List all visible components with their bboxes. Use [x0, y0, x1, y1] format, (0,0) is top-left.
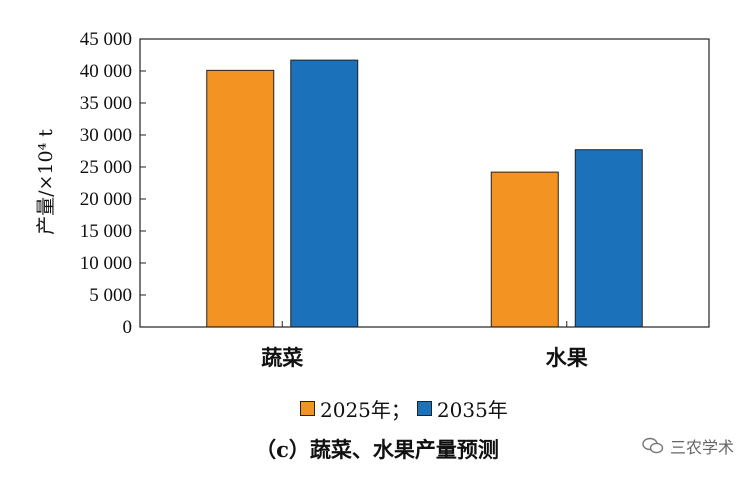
- y-tick-label: 45 000: [80, 29, 132, 50]
- plot-frame: [139, 38, 710, 328]
- y-tick-label: 10 000: [80, 253, 132, 274]
- y-tick-label: 5 000: [89, 285, 132, 306]
- legend-item-2035: 2035年: [416, 394, 508, 423]
- legend-swatch-2035: [416, 401, 432, 416]
- wechat-icon: [642, 437, 664, 454]
- y-tick-label: 40 000: [80, 61, 132, 82]
- y-tick-label: 15 000: [80, 221, 132, 242]
- y-tick-label: 35 000: [80, 93, 132, 114]
- bar-1-0: [490, 171, 559, 328]
- y-axis-title: 产量/×10⁴ t: [35, 129, 57, 235]
- legend: 2025年； 2035年: [300, 394, 508, 423]
- figure-caption: （c）蔬菜、水果产量预测: [255, 437, 499, 462]
- legend-item-2025: 2025年；: [300, 394, 417, 423]
- legend-label-2035: 2035年: [436, 398, 508, 422]
- watermark: 三农学术: [642, 434, 734, 458]
- bar-0-1: [290, 59, 359, 328]
- legend-label-2025: 2025年；: [320, 398, 411, 422]
- y-axis-ticks: 0 5 000 10 000 15 000 20 000 25 000 30 000 35 0…: [80, 29, 146, 338]
- x-category-label: 蔬菜: [261, 345, 303, 370]
- y-tick-label: 20 000: [80, 189, 132, 210]
- bar-chart: 产量/×10⁴ t 0 5 000 10 000 15 000 20 000 25 000…: [35, 29, 710, 370]
- bars: [206, 59, 643, 328]
- x-axis-categories: 蔬菜 水果: [261, 321, 588, 370]
- watermark-text: 三农学术: [669, 438, 734, 457]
- bar-1-1: [574, 149, 643, 328]
- bar-0-0: [206, 69, 275, 328]
- y-tick-label: 0: [123, 317, 133, 338]
- legend-swatch-2025: [300, 401, 315, 416]
- y-tick-label: 25 000: [80, 157, 132, 178]
- y-tick-label: 30 000: [80, 125, 132, 146]
- x-category-label: 水果: [546, 345, 588, 370]
